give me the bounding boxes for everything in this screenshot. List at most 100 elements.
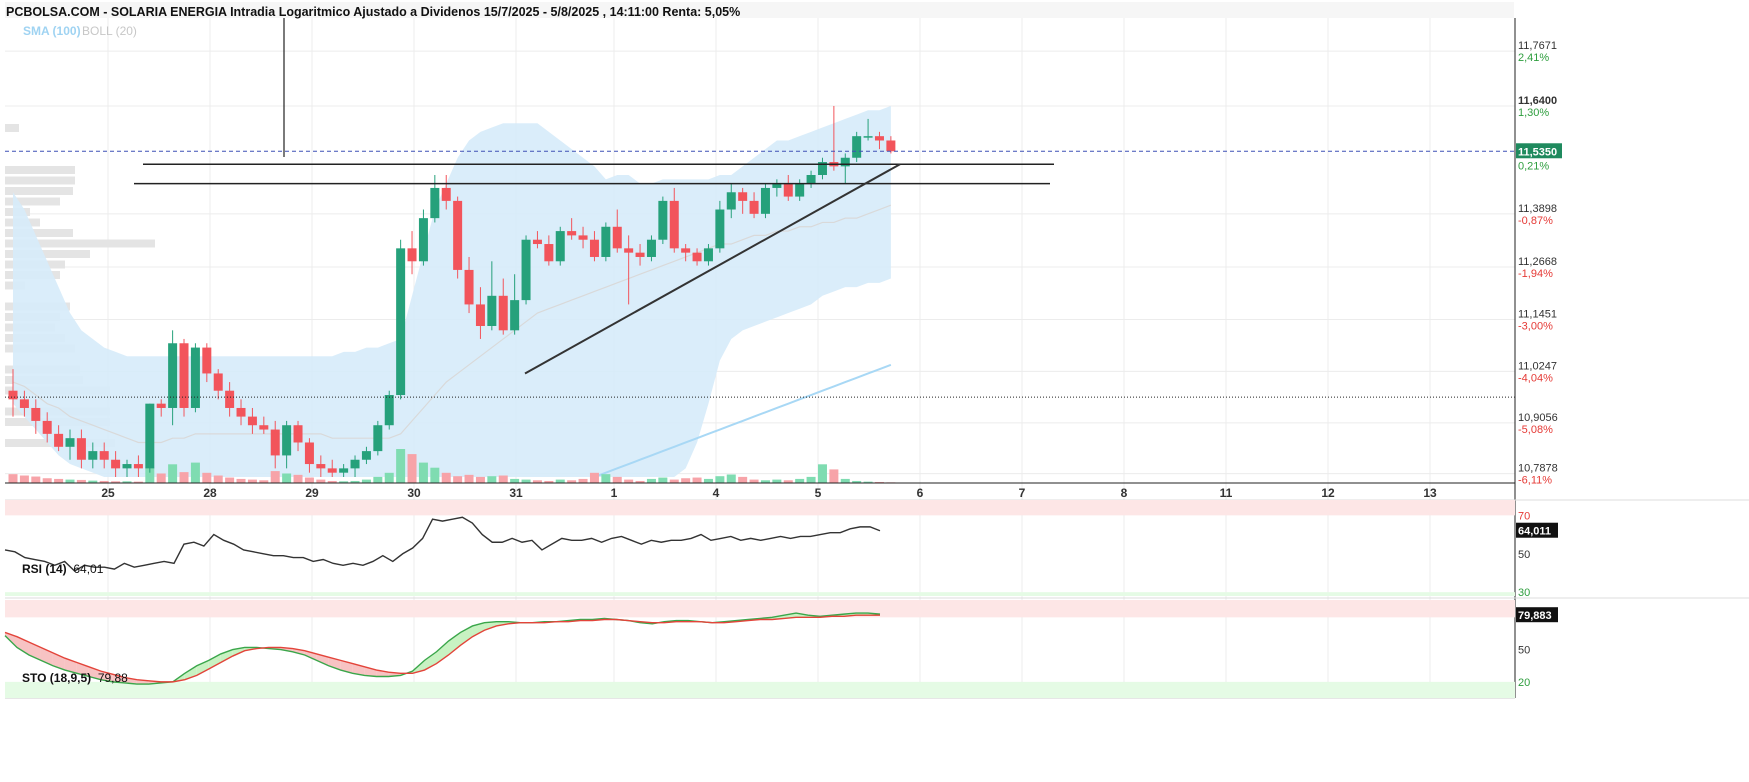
sto-fill [436,641,449,664]
volume-bar [510,478,520,483]
candle-body [31,407,41,421]
last-price-tag [1516,143,1562,159]
last-price-pct: 0,21% [1518,160,1549,172]
candle-body [339,468,349,473]
volume-bar [658,477,668,483]
chart-title: PCBOLSA.COM - SOLARIA ENERGIA Intradia L… [6,5,741,19]
volume-bar [578,478,588,483]
volume-bar [179,472,189,483]
rsi-level-label: 50 [1518,549,1530,561]
candle-body [361,451,371,460]
volume-bar [54,478,64,483]
y-tick-price: 11,0247 [1518,360,1557,372]
candle-body [624,248,634,253]
candle-body [247,416,257,426]
volume-bar [384,472,394,483]
candle-body [259,425,269,430]
y-tick-price: 11,2668 [1518,256,1557,268]
drawn-trendlines [5,18,1515,398]
candle-body [350,459,360,469]
x-tick-label: 7 [1019,486,1026,500]
x-tick-label: 28 [203,486,217,500]
candle-body [772,183,782,188]
candle-body [270,429,280,456]
volume-bar [635,480,645,483]
candle-body [692,252,702,262]
volume-bar [817,464,827,483]
candle-body [863,136,873,138]
candle-body [589,239,599,257]
rsi-last-tag [1516,522,1558,538]
y-tick-pct: -1,94% [1518,268,1553,280]
volume-bar [487,476,497,483]
sto-fill [208,653,221,669]
volume-bar [624,479,634,483]
y-tick-pct: 1,30% [1518,107,1549,119]
volume-bar [293,474,303,483]
x-tick-label: 6 [917,486,924,500]
volume-bar [247,479,257,483]
sto-fill [424,651,437,671]
candle-body [521,239,531,301]
x-tick-label: 31 [509,486,523,500]
candle-body [475,304,485,326]
candle-body [578,235,588,240]
y-tick-price: 11,7671 [1518,40,1557,52]
sto-last-tag [1516,607,1558,623]
volume-bar [111,481,121,483]
volume-profile-bar [5,250,90,258]
volume-bar [646,478,656,483]
sto-panel: 50 20 79,883 [4,600,1558,698]
candle-body [407,248,417,262]
volume-bar [213,475,223,483]
volume-bar [99,480,109,483]
volume-bar [441,472,451,483]
bollinger-mid-line [12,204,892,444]
volume-bar [567,480,577,483]
candle-body [840,157,850,167]
rsi-value: 64,01 [73,562,104,576]
candle-body [145,403,155,469]
volume-bar [316,479,326,483]
volume-bar [772,479,782,483]
volume-bar [373,476,383,483]
candle-body [703,248,713,262]
volume-bar [407,454,417,483]
rsi-label: RSI (14) 64,01 [22,562,103,576]
sto-name: STO (18,9,5) [22,671,92,685]
legend-boll[interactable]: BOLL (20) [82,24,137,38]
sto-oversold-zone [5,681,1515,698]
candle-body [213,373,223,391]
y-tick-pct: -5,08% [1518,424,1553,436]
x-tick-label: 4 [713,486,720,500]
x-tick-label: 11 [1220,486,1233,500]
volume-bar [8,474,18,483]
volume-bar [829,469,839,483]
candle-body [601,226,611,257]
volume-bars [8,449,896,483]
candle-body [396,248,406,396]
title-strip [5,2,1514,18]
volume-bar [168,464,178,483]
sto-fill [340,660,353,674]
y-tick-pct: -4,04% [1518,372,1553,384]
volume-bar [133,481,143,483]
candle-body [65,438,75,447]
volume-bar [236,478,246,483]
candle-body [122,464,132,469]
volume-bar [156,473,166,483]
legend-sma[interactable]: SMA (100) [23,24,81,38]
candle-body [760,187,770,214]
bollinger-band-area [13,105,891,477]
candle-body [304,442,314,465]
candle-body [646,239,656,257]
sto-level-label: 50 [1518,645,1530,657]
x-tick-label: 5 [815,486,822,500]
sto-value: 79,88 [97,671,128,685]
sma-line [594,363,892,478]
candle-body [635,252,645,257]
candle-body [715,209,725,249]
candle-body [795,183,805,197]
candle-body [156,403,166,408]
volume-bar [76,479,86,483]
